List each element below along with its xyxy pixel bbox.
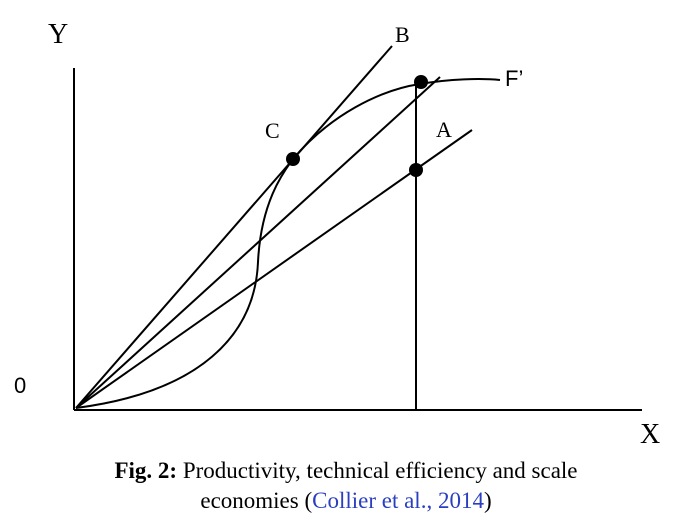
caption-line1: Fig. 2: Productivity, technical efficien… [114,458,577,483]
label-f: F’ [505,66,523,91]
caption-text: Productivity, technical efficiency and s… [183,458,578,483]
caption-text: economies ( [200,488,312,513]
ray-a [75,129,473,409]
label-b: B [395,22,410,47]
x-label: X [640,419,660,450]
origin-label: 0 [14,373,26,398]
point-f [414,75,428,89]
caption-label: Fig. 2: [114,458,177,483]
point-c [286,152,300,166]
citation-link[interactable]: Collier et al., 2014 [312,488,484,513]
label-c: C [265,118,280,143]
point-a [409,163,423,177]
ray-f [75,76,441,409]
y-label: Y [48,19,68,50]
caption-line2: economies (Collier et al., 2014) [200,488,491,513]
caption-text: ) [484,488,492,513]
label-a: A [436,117,452,142]
ray-b [75,45,393,409]
